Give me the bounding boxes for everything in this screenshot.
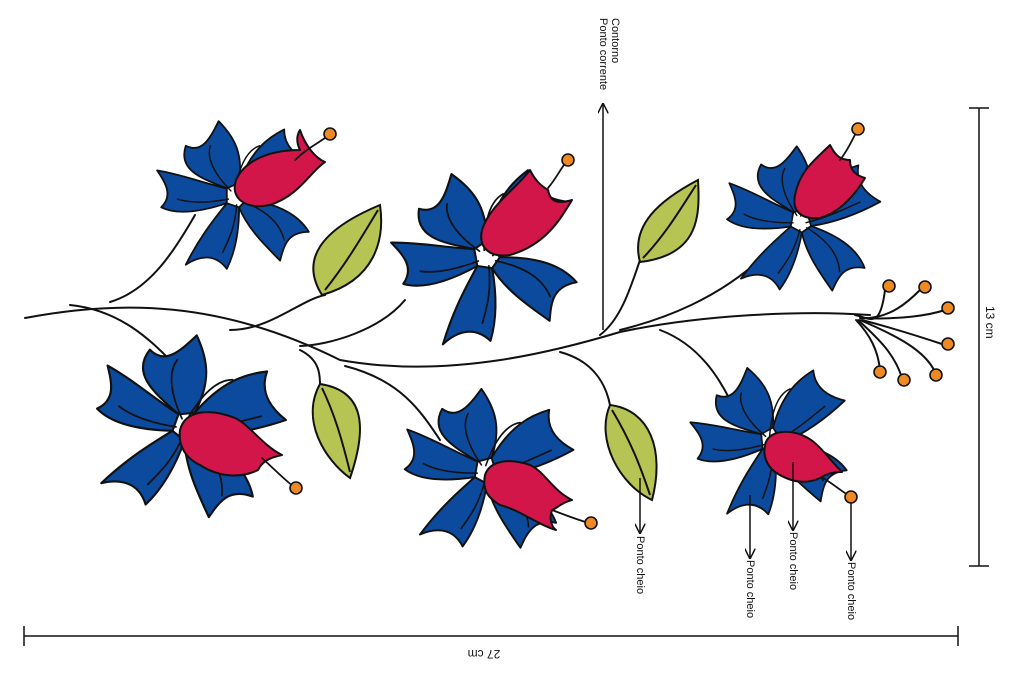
width-dimension <box>23 626 959 646</box>
height-dimension <box>969 107 989 567</box>
callout-ponto-cheio-petal: Ponto cheio <box>744 495 756 618</box>
stems <box>24 214 946 441</box>
flower <box>711 135 889 305</box>
flower <box>380 154 590 356</box>
bud <box>233 129 326 208</box>
leaf <box>312 203 383 297</box>
berry <box>882 279 896 293</box>
leaf <box>311 382 361 480</box>
label-ponto-cheio-3: Ponto cheio <box>787 532 799 590</box>
label-ponto-cheio-2: Ponto cheio <box>744 560 756 618</box>
leaf <box>637 178 700 264</box>
callout-ponto-cheio-berry: Ponto cheio <box>845 503 857 620</box>
bud <box>763 430 843 483</box>
flower <box>387 376 583 564</box>
width-label: 27 cm <box>468 647 501 661</box>
bud <box>178 411 283 477</box>
berry <box>289 481 303 495</box>
berry <box>941 337 955 351</box>
buds <box>178 129 866 531</box>
berry <box>929 368 943 382</box>
berry <box>584 516 598 530</box>
callout-contorno: Contorno Ponto corrente <box>597 18 621 330</box>
flowers <box>66 120 889 564</box>
callout-ponto-cheio-bud: Ponto cheio <box>787 462 799 590</box>
berry <box>918 280 932 294</box>
berry <box>844 490 858 504</box>
label-ponto-cheio-1: Ponto cheio <box>634 536 646 594</box>
berry <box>561 153 575 167</box>
berry <box>941 301 955 315</box>
label-ponto-corrente: Ponto corrente <box>597 18 609 90</box>
label-ponto-cheio-4: Ponto cheio <box>845 562 857 620</box>
callout-ponto-cheio-leaf: Ponto cheio <box>634 478 646 594</box>
height-label: 13 cm <box>983 306 997 339</box>
berry <box>897 373 911 387</box>
label-contorno: Contorno <box>609 18 621 63</box>
leaf <box>604 403 658 502</box>
berries <box>289 122 955 530</box>
berry <box>851 122 865 136</box>
bud <box>480 169 573 257</box>
berry <box>323 127 337 141</box>
berry <box>873 365 887 379</box>
bud <box>793 144 866 220</box>
leaves <box>311 178 700 502</box>
